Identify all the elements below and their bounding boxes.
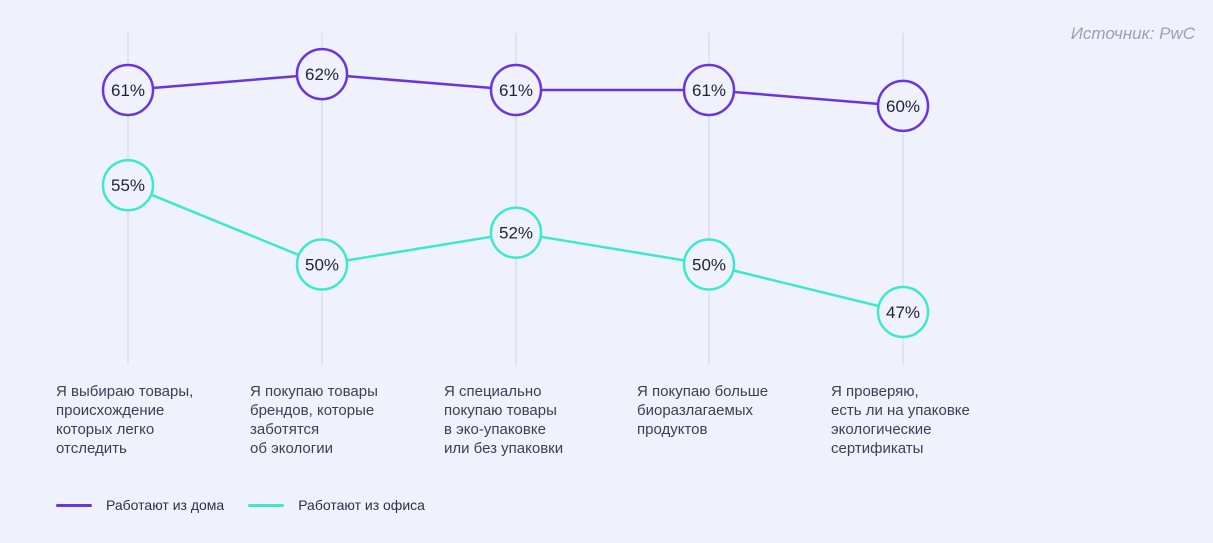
category-label-2: Я покупаю товары брендов, которые заботя… (250, 383, 378, 457)
data-point-home-3 (489, 63, 543, 117)
category-label-5: Я проверяю, есть ли на упаковке экологич… (831, 383, 970, 457)
data-label-office-3: 52% (499, 224, 533, 243)
data-label-home-2: 62% (305, 65, 339, 84)
data-point-office-4 (682, 238, 736, 291)
data-label-office-5: 47% (886, 303, 920, 322)
data-label-home-4: 61% (692, 81, 726, 100)
legend-swatch-home (56, 503, 92, 507)
category-label-1: Я выбираю товары, происхождение которых … (56, 383, 194, 457)
legend-swatch-office (248, 503, 285, 507)
data-label-home-3: 61% (499, 81, 533, 100)
data-point-home-2 (295, 47, 349, 101)
data-point-home-4 (682, 63, 736, 117)
data-point-home-1 (101, 63, 155, 117)
category-label-3: Я специально покупаю товары в эко-упаков… (444, 383, 564, 457)
legend: Работают из дома Работают из офиса (56, 497, 449, 513)
category-label-4: Я покупаю больше биоразлагаемых продукто… (637, 383, 769, 438)
legend-label-office: Работают из офиса (298, 497, 425, 513)
data-point-office-5 (876, 285, 930, 339)
data-label-office-4: 50% (692, 256, 726, 275)
legend-item-office: Работают из офиса (248, 497, 425, 513)
data-label-office-1: 55% (111, 176, 145, 195)
data-label-home-5: 60% (886, 97, 920, 116)
data-label-home-1: 61% (111, 81, 145, 100)
data-point-office-1 (101, 158, 155, 212)
legend-label-home: Работают из дома (106, 497, 225, 513)
legend-item-home: Работают из дома (56, 497, 224, 513)
data-point-office-2 (295, 238, 349, 291)
data-label-office-2: 50% (305, 256, 339, 275)
data-point-home-5 (876, 79, 930, 133)
source-note: Источник: PwC (1070, 24, 1195, 43)
data-point-office-3 (489, 206, 543, 259)
